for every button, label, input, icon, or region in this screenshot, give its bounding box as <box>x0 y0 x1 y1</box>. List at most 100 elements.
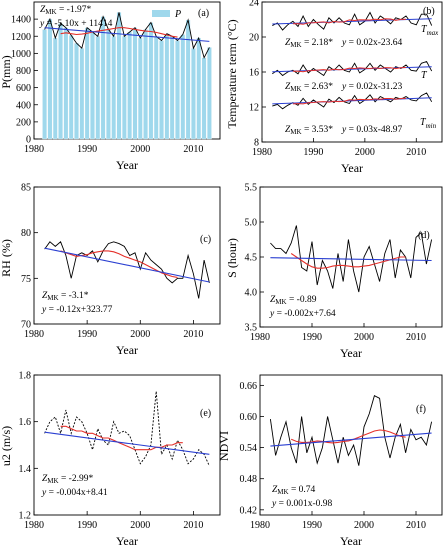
trend-line <box>270 257 432 262</box>
bar <box>143 29 148 140</box>
bar <box>47 18 53 140</box>
trend-line <box>44 431 210 455</box>
annotation-equation: y = -5.10x + 11414 <box>39 19 113 29</box>
bar <box>90 31 95 140</box>
x-tick-label: 2010 <box>406 147 426 158</box>
bar <box>95 36 101 140</box>
smooth-line <box>60 27 178 38</box>
y-tick-label: 0.42 <box>240 505 258 516</box>
bar <box>106 29 111 140</box>
y-tick-label: 85 <box>21 183 31 194</box>
x-tick-label: 2010 <box>183 329 203 340</box>
smooth-line <box>60 425 183 451</box>
y-tick-label: 1400 <box>11 15 31 26</box>
chart-panel-c: 1980 1990 2000 2010 70 75 80 85 Year RH (%) (c) ZMK… <box>0 183 221 357</box>
bar <box>42 29 47 140</box>
bar <box>175 40 180 140</box>
x-tick-label: 2000 <box>130 329 150 340</box>
y-tick-label: 4.5 <box>245 253 258 264</box>
y-tick-label: 4.0 <box>245 288 258 299</box>
panel-label: (b) <box>423 6 435 17</box>
series-line-observed <box>44 391 210 467</box>
panel-label: (d) <box>418 230 430 241</box>
bar <box>153 36 159 140</box>
trend-line <box>44 247 210 283</box>
bar <box>79 48 85 140</box>
smooth-line <box>290 429 406 444</box>
series-line-T_max <box>272 11 433 31</box>
bar <box>132 27 138 140</box>
y-axis-label: S (hour) <box>225 238 239 278</box>
x-tick-label: 1980 <box>24 520 44 531</box>
y-tick-label: 24 <box>249 0 259 9</box>
x-tick-label: 2000 <box>130 144 150 155</box>
x-tick-label: 2000 <box>130 520 150 531</box>
y-tick-label: 12 <box>249 103 259 114</box>
y-tick-label: 75 <box>21 274 31 285</box>
series-line-T <box>272 60 433 77</box>
series-line-observed <box>269 395 433 466</box>
smooth-line <box>292 18 407 25</box>
chart-panel-b: 1980 1990 2000 2010 8 12 16 20 24 Year Temperature… <box>225 0 443 175</box>
bar <box>164 33 170 140</box>
x-tick-label: 2010 <box>183 520 203 531</box>
x-tick-label: 1980 <box>252 147 272 158</box>
x-axis-label: Year <box>116 343 138 357</box>
chart-panel-f: 1980 1990 2000 2010 0.42 0.48 0.54 0.60 0.66 Year… <box>217 374 443 548</box>
annotation-zmk: ZMK = 3.53* <box>285 125 333 136</box>
x-tick-label: 1990 <box>77 329 97 340</box>
x-tick-label: 2010 <box>406 332 426 343</box>
chart-panel-d: 1980 1990 2000 2010 3.5 4.0 4.5 5.0 5.5 Year S (ho… <box>225 183 443 360</box>
y-tick-label: 0.54 <box>240 443 258 454</box>
bar <box>68 35 74 140</box>
bar <box>63 27 69 140</box>
annotation-zmk: ZMK = -1.97* <box>40 5 91 16</box>
y-tick-label: 3.5 <box>245 323 258 334</box>
x-axis-label: Year <box>116 534 138 548</box>
bar <box>207 47 212 140</box>
bar <box>169 36 175 140</box>
bar <box>74 42 79 140</box>
y-tick-label: 1200 <box>11 32 31 43</box>
panel-label: (f) <box>416 404 426 415</box>
smooth-line <box>292 66 407 73</box>
x-axis-label: Year <box>341 161 363 175</box>
y-tick-label: 5.0 <box>245 218 258 229</box>
panel-label: (e) <box>200 408 211 419</box>
y-tick-label: 800 <box>16 66 31 77</box>
y-axis-label: u2 (m/s) <box>0 426 13 466</box>
x-axis-label: Year <box>340 534 362 548</box>
panel-label: (a) <box>198 8 209 19</box>
y-tick-label: 80 <box>21 228 31 239</box>
annotation-equation: y = 0.02x-31.23 <box>341 82 402 92</box>
bar <box>58 23 63 140</box>
trend-line <box>272 97 432 105</box>
chart-panel-a: 1980 1990 2000 2010 0 200 400 600 800 1000 1200 140… <box>0 1 221 172</box>
smooth-line <box>292 97 407 105</box>
y-axis-label: Temperature term (°C) <box>225 19 239 128</box>
chart-panel-e: 1980 1990 2000 2010 1.2 1.4 1.6 1.8 Year u2 (m/s)… <box>0 371 221 548</box>
y-tick-label: 1.6 <box>19 417 32 428</box>
y-axis-label: P(mm) <box>0 55 13 88</box>
y-axis-label: RH (%) <box>0 239 13 277</box>
bar <box>100 16 106 140</box>
panel-label: (c) <box>200 234 211 245</box>
y-tick-label: 5.5 <box>245 183 258 194</box>
series-label: Tmin <box>420 117 437 130</box>
x-tick-label: 1990 <box>302 520 322 531</box>
x-tick-label: 2000 <box>355 147 375 158</box>
legend-label: P <box>174 9 181 20</box>
annotation-equation: y = 0.001x-0.98 <box>271 499 332 509</box>
y-tick-label: 200 <box>16 117 31 128</box>
x-tick-label: 1990 <box>303 147 323 158</box>
legend-swatch <box>152 10 170 17</box>
y-tick-label: 0 <box>26 135 31 146</box>
x-tick-label: 1980 <box>250 332 270 343</box>
bar <box>122 36 127 140</box>
y-tick-label: 8 <box>254 138 259 149</box>
x-axis-label: Year <box>340 346 362 360</box>
annotation-zmk: ZMK = 0.74 <box>272 485 316 496</box>
y-axis-label: NDVI <box>217 431 231 461</box>
annotation-equation: y = 0.03x-48.97 <box>341 125 402 135</box>
y-tick-label: 600 <box>16 83 31 94</box>
